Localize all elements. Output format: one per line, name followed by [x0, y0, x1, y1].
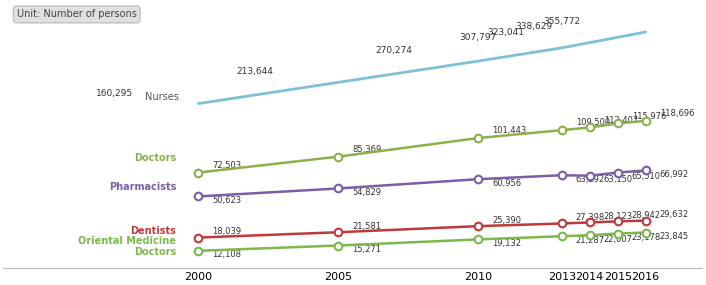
Text: 63,292: 63,292 — [576, 175, 605, 184]
Text: 109,500: 109,500 — [576, 118, 610, 127]
Text: 22,007: 22,007 — [604, 235, 633, 244]
Text: 21,287: 21,287 — [576, 236, 605, 245]
Text: Nurses: Nurses — [145, 92, 179, 102]
Text: 101,443: 101,443 — [492, 126, 526, 135]
Text: 72,503: 72,503 — [213, 161, 241, 170]
Text: 118,696: 118,696 — [659, 109, 694, 118]
Text: 12,108: 12,108 — [213, 251, 241, 259]
Text: 323,041: 323,041 — [487, 28, 525, 36]
Text: 54,829: 54,829 — [352, 188, 381, 197]
Text: 65,510: 65,510 — [632, 172, 661, 181]
Text: 23,178: 23,178 — [632, 233, 661, 242]
Text: 355,772: 355,772 — [543, 17, 580, 26]
Text: Pharmacists: Pharmacists — [109, 182, 176, 192]
Text: 60,956: 60,956 — [492, 179, 521, 188]
Text: 66,992: 66,992 — [659, 170, 689, 179]
Text: 28,123: 28,123 — [604, 212, 633, 221]
Text: 338,629: 338,629 — [515, 22, 552, 31]
Text: 213,644: 213,644 — [236, 68, 273, 76]
Text: Unit: Number of persons: Unit: Number of persons — [17, 9, 137, 19]
Text: 270,274: 270,274 — [376, 46, 412, 55]
Text: 29,632: 29,632 — [659, 210, 689, 219]
Text: 85,369: 85,369 — [352, 145, 381, 154]
Text: 25,390: 25,390 — [492, 216, 521, 225]
Text: Doctors: Doctors — [134, 153, 176, 163]
Text: 18,039: 18,039 — [213, 227, 241, 236]
Text: 115,976: 115,976 — [632, 112, 666, 121]
Text: 112,407: 112,407 — [604, 116, 638, 125]
Text: 28,942: 28,942 — [632, 211, 661, 220]
Text: 307,797: 307,797 — [460, 33, 496, 42]
Text: 21,581: 21,581 — [352, 222, 381, 231]
Text: 50,623: 50,623 — [213, 196, 241, 205]
Text: 27,398: 27,398 — [576, 213, 605, 222]
Text: Oriental Medicine
Doctors: Oriental Medicine Doctors — [78, 235, 176, 257]
Text: Dentists: Dentists — [130, 227, 176, 237]
Text: 160,295: 160,295 — [96, 89, 133, 98]
Text: 63,150: 63,150 — [604, 175, 633, 184]
Text: 19,132: 19,132 — [492, 239, 521, 248]
Text: 23,845: 23,845 — [659, 232, 689, 241]
Text: 15,271: 15,271 — [352, 245, 381, 254]
